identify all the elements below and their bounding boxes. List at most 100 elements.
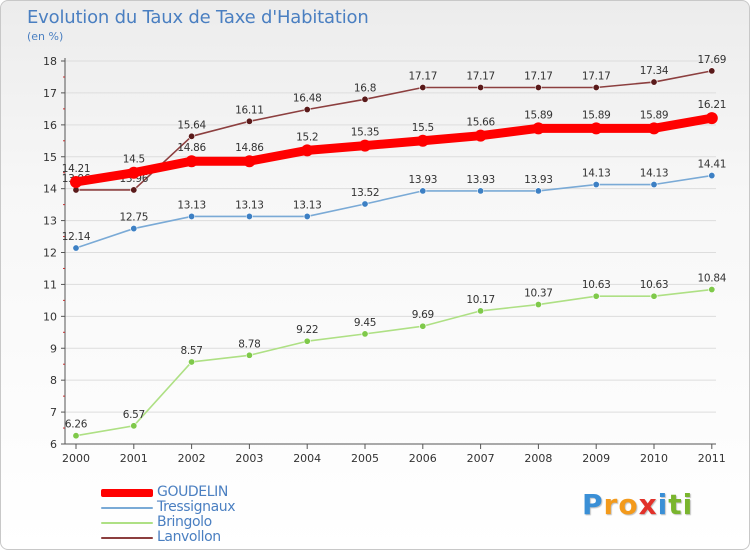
data-point — [303, 106, 311, 114]
data-label: 13.13 — [293, 199, 322, 211]
legend-swatch — [101, 521, 153, 524]
data-label: 12.14 — [62, 231, 91, 243]
data-label: 13.52 — [351, 187, 380, 199]
legend-label: Lanvollon — [157, 529, 221, 545]
y-tick-label: 11 — [43, 278, 57, 291]
legend-swatch — [101, 488, 153, 497]
data-label: 13.13 — [177, 199, 206, 211]
data-label: 14.13 — [640, 168, 669, 180]
legend-label: Bringolo — [157, 514, 212, 530]
data-point — [130, 422, 138, 430]
series-bringolo: 6.26 6.57 8.57 8.78 9.22 9.45 9.69 10.17 10.37 10… — [65, 273, 727, 440]
data-point — [477, 307, 485, 315]
series-goudelin: 14.21 14.5 14.86 14.86 15.2 15.35 15.5 15.66 15.… — [62, 99, 726, 188]
data-label: 15.5 — [412, 122, 434, 134]
series-tressignaux: 12.14 12.75 13.13 13.13 13.13 13.52 13.93 13.93… — [62, 159, 726, 252]
data-point — [245, 117, 253, 125]
y-tick-label: 9 — [50, 342, 57, 355]
x-tick-label: 2006 — [409, 452, 437, 465]
legend-item-goudelin: GOUDELIN — [101, 485, 235, 500]
data-point — [359, 139, 371, 152]
data-label: 10.17 — [466, 294, 495, 306]
data-point — [130, 186, 138, 194]
data-label: 16.11 — [235, 104, 264, 116]
data-label: 13.13 — [235, 199, 264, 211]
x-tick-label: 2000 — [62, 452, 90, 465]
data-point — [361, 95, 369, 103]
data-label: 14.86 — [177, 142, 206, 154]
data-label: 10.37 — [524, 288, 553, 300]
data-label: 15.2 — [296, 131, 318, 143]
data-point — [188, 212, 196, 220]
data-point — [361, 200, 369, 208]
data-label: 9.69 — [412, 309, 434, 321]
data-label: 15.89 — [582, 109, 611, 121]
data-label: 16.8 — [354, 82, 376, 94]
x-tick-label: 2010 — [640, 452, 668, 465]
y-tick-label: 6 — [50, 438, 57, 451]
data-point — [303, 337, 311, 345]
x-tick-label: 2009 — [582, 452, 610, 465]
data-label: 16.21 — [698, 99, 727, 111]
data-point — [416, 134, 429, 147]
data-point — [303, 212, 311, 220]
data-point — [534, 301, 542, 309]
data-label: 14.86 — [235, 142, 264, 154]
legend-swatch — [101, 506, 153, 509]
data-label: 14.13 — [582, 168, 611, 180]
data-point — [590, 122, 603, 135]
legend-item-bringolo: Bringolo — [101, 515, 235, 530]
data-point — [72, 244, 80, 252]
data-point — [243, 155, 256, 168]
data-label: 9.22 — [296, 324, 318, 336]
legend-label: Tressignaux — [157, 499, 236, 515]
series-line — [75, 288, 713, 437]
data-label: 17.17 — [524, 70, 553, 82]
data-label: 17.69 — [698, 54, 727, 66]
data-label: 13.93 — [466, 174, 495, 186]
legend-label: GOUDELIN — [157, 484, 228, 500]
y-tick-label: 16 — [43, 119, 57, 132]
data-label: 13.93 — [524, 174, 553, 186]
logo-letter: x — [638, 488, 658, 521]
data-point — [592, 181, 600, 189]
data-point — [592, 292, 600, 300]
data-point — [245, 351, 253, 359]
legend-item-lanvollon: Lanvollon — [101, 530, 235, 545]
data-point — [648, 122, 660, 135]
y-tick-label: 14 — [43, 183, 57, 196]
y-tick-label: 13 — [43, 215, 57, 228]
data-point — [361, 330, 369, 338]
logo-letter: r — [603, 488, 619, 521]
logo-letter: o — [618, 488, 639, 521]
data-point — [534, 187, 542, 195]
y-tick-label: 10 — [43, 310, 57, 323]
data-label: 9.45 — [354, 317, 376, 329]
data-point — [474, 129, 487, 142]
x-tick-label: 2001 — [120, 452, 148, 465]
data-label: 10.63 — [582, 279, 611, 291]
data-label: 15.35 — [351, 127, 380, 139]
data-label: 6.57 — [123, 409, 145, 421]
data-label: 6.26 — [65, 419, 88, 431]
data-point — [708, 172, 716, 180]
data-label: 14.21 — [62, 163, 91, 175]
y-tick-label: 12 — [43, 247, 57, 260]
data-point — [70, 175, 82, 188]
series-line — [75, 70, 713, 191]
x-tick-label: 2004 — [293, 452, 321, 465]
data-label: 12.75 — [120, 212, 149, 224]
x-tick-label: 2005 — [351, 452, 379, 465]
data-point — [534, 83, 542, 91]
data-label: 8.57 — [181, 345, 203, 357]
data-label: 10.84 — [698, 273, 727, 285]
y-tick-label: 7 — [50, 406, 57, 419]
data-point — [185, 155, 198, 168]
data-point — [650, 78, 658, 86]
logo-letter: t — [668, 488, 683, 521]
data-point — [419, 83, 427, 91]
series-line — [71, 113, 717, 187]
logo-letter: i — [682, 488, 694, 521]
